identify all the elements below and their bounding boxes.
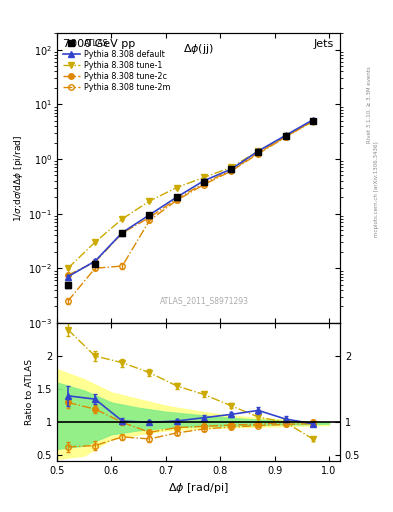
Text: Rivet 3.1.10, ≥ 3.3M events: Rivet 3.1.10, ≥ 3.3M events <box>367 67 372 143</box>
X-axis label: $\Delta\phi$ [rad/pi]: $\Delta\phi$ [rad/pi] <box>168 481 229 495</box>
Text: Jets: Jets <box>314 39 334 49</box>
Text: mcplots.cern.ch [arXiv:1306.3436]: mcplots.cern.ch [arXiv:1306.3436] <box>374 142 378 237</box>
Legend: ATLAS, Pythia 8.308 default, Pythia 8.308 tune-1, Pythia 8.308 tune-2c, Pythia 8: ATLAS, Pythia 8.308 default, Pythia 8.30… <box>61 37 172 94</box>
Y-axis label: 1/$\sigma$;d$\sigma$/d$\Delta\phi$ [pi/rad]: 1/$\sigma$;d$\sigma$/d$\Delta\phi$ [pi/r… <box>12 135 26 222</box>
Y-axis label: Ratio to ATLAS: Ratio to ATLAS <box>25 359 34 425</box>
Text: ATLAS_2011_S8971293: ATLAS_2011_S8971293 <box>160 296 249 306</box>
Text: 7000 GeV pp: 7000 GeV pp <box>62 39 135 49</box>
Text: $\Delta\phi$(jj): $\Delta\phi$(jj) <box>183 42 214 56</box>
